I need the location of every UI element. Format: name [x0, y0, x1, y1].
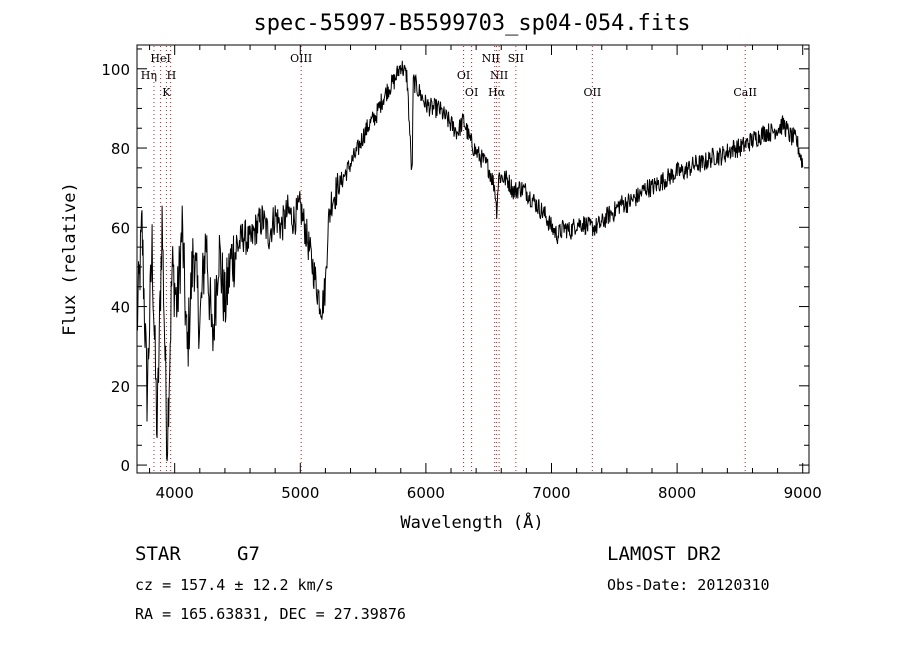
y-axis-ticks: 0 20 40 60 80 100 [101, 48, 809, 475]
line-label: OII [583, 86, 601, 99]
line-label: Hα [488, 86, 506, 99]
coordinates-text: RA = 165.63831, DEC = 27.39876 [135, 605, 406, 623]
plot-frame [136, 44, 810, 474]
line-label: K [162, 86, 171, 99]
x-axis-ticks: 4000 5000 6000 7000 8000 9000 [149, 45, 822, 502]
redshift-text: cz = 157.4 ± 12.2 km/s [135, 576, 334, 594]
line-label: NII [490, 69, 508, 82]
x-tick-label: 8000 [658, 484, 696, 502]
x-axis-label: Wavelength (Å) [400, 511, 543, 533]
y-tick-label: 100 [101, 61, 130, 79]
line-label: Hη [141, 69, 157, 82]
y-tick-label: 20 [111, 378, 130, 396]
line-label: NII [482, 52, 500, 65]
line-label: SII [508, 52, 524, 65]
line-label: HeI [150, 52, 170, 65]
series-layer [136, 60, 804, 462]
y-tick-label: 0 [120, 457, 130, 475]
x-tick-label: 4000 [156, 484, 194, 502]
object-subclass: G7 [237, 543, 260, 565]
line-label: OIII [290, 52, 312, 65]
y-tick-label: 60 [111, 219, 130, 237]
object-class: STAR [135, 543, 181, 565]
spectrum-line [136, 60, 804, 462]
x-tick-label: 5000 [281, 484, 319, 502]
x-tick-label: 9000 [784, 484, 822, 502]
obs-date-text: Obs-Date: 20120310 [607, 576, 770, 594]
spectral-line-labels: HeI Hη HK OIII OI OI NII NII Hα SII OII CaII [141, 52, 757, 99]
chart-title: spec-55997-B5599703_sp04-054.fits [253, 11, 690, 36]
line-label: OI [465, 86, 478, 99]
survey-label: LAMOST DR2 [607, 543, 721, 565]
line-label: H [167, 69, 177, 82]
line-label: OI [457, 69, 470, 82]
y-tick-label: 40 [111, 299, 130, 317]
x-tick-label: 6000 [407, 484, 445, 502]
y-axis-label: Flux (relative) [60, 182, 80, 336]
x-tick-label: 7000 [532, 484, 570, 502]
line-label: CaII [733, 86, 757, 99]
spectral-line-markers [153, 46, 746, 472]
y-tick-label: 80 [111, 140, 130, 158]
